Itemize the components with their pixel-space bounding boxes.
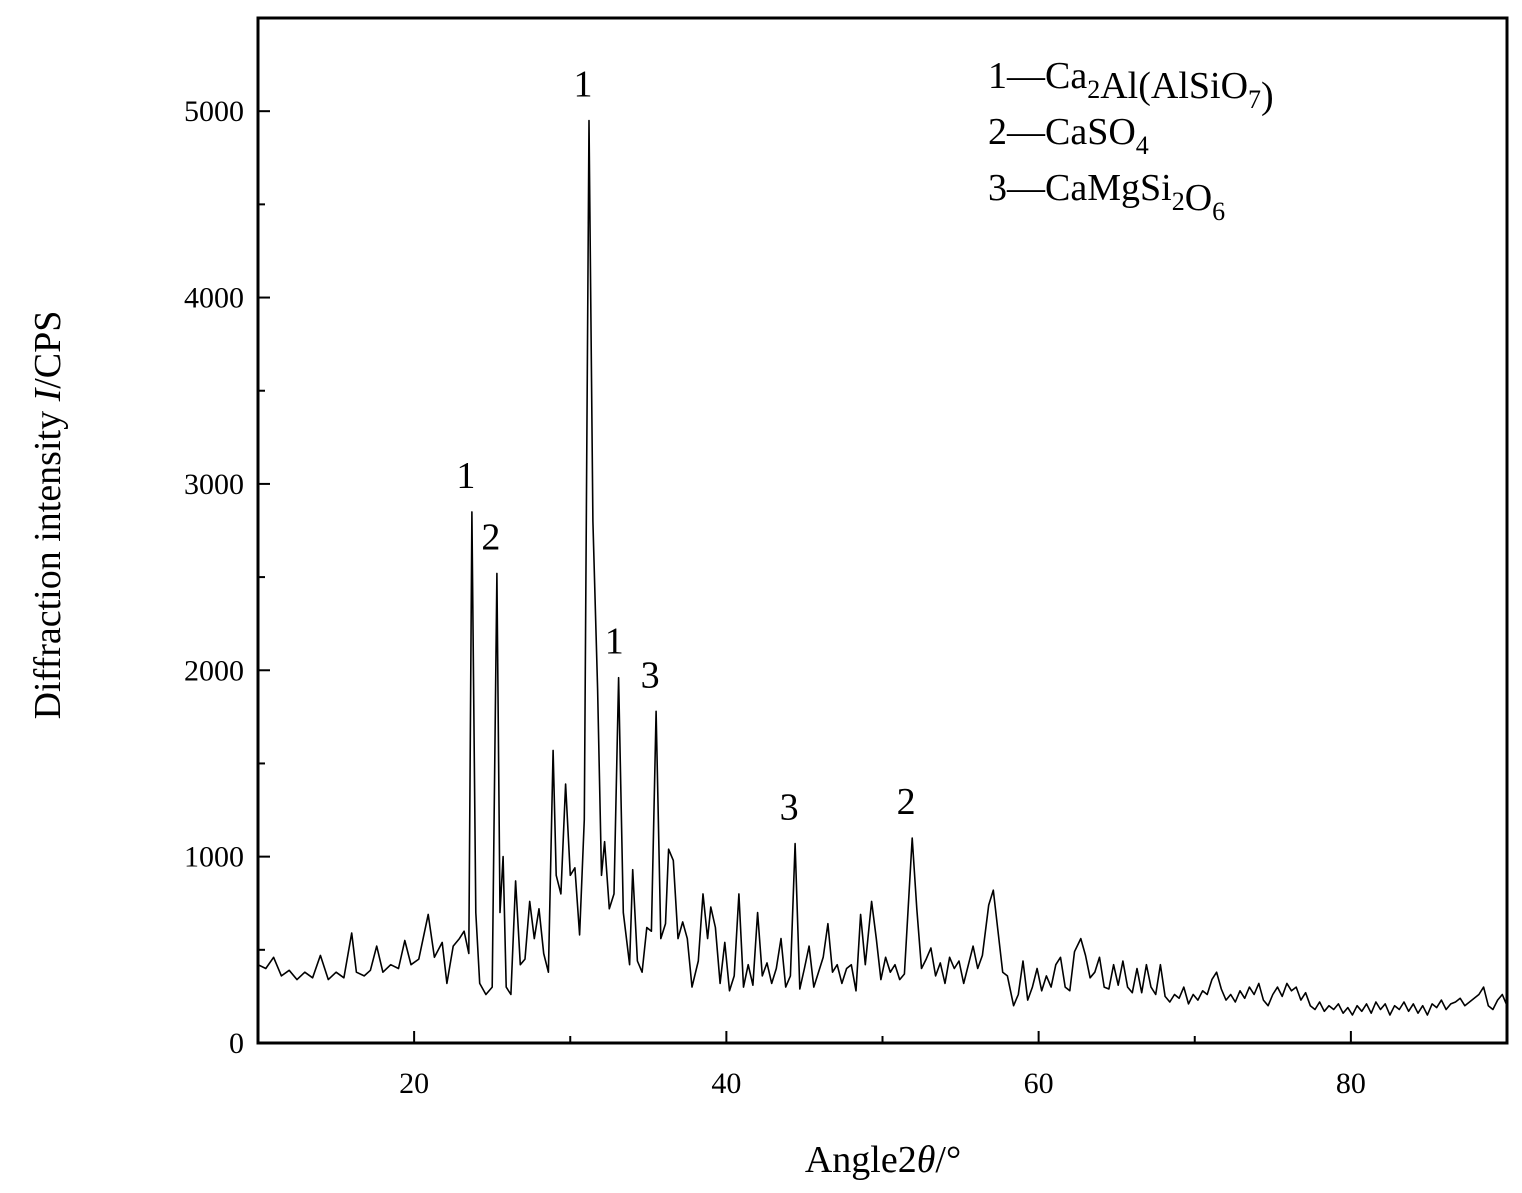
peak-label: 3 (641, 654, 660, 696)
plot-frame (256, 16, 1509, 1045)
legend-entry: 1—Ca2Al(AlSiO7) (988, 55, 1274, 117)
x-tick-label: 20 (399, 1067, 429, 1100)
peak-label: 3 (780, 787, 799, 829)
y-tick-label: 0 (229, 1027, 244, 1060)
x-tick-label: 80 (1336, 1067, 1366, 1100)
y-tick-label: 4000 (184, 282, 244, 315)
x-tick-label: 40 (711, 1067, 741, 1100)
peak-label: 2 (481, 516, 500, 558)
diffraction-series-line (257, 119, 1508, 1016)
peak-label: 2 (897, 781, 916, 823)
legend-entry: 3—CaMgSi2O6 (988, 167, 1225, 226)
legend: 1—Ca2Al(AlSiO7)2—CaSO4 3—CaMgSi2O6 (988, 55, 1274, 226)
x-tick-label: 60 (1024, 1067, 1054, 1100)
y-tick-label: 5000 (184, 95, 244, 128)
legend-entry: 2—CaSO4 (988, 111, 1149, 160)
y-tick-label: 2000 (184, 654, 244, 687)
y-axis-title: Diffraction intensity I/CPS (27, 311, 69, 720)
peak-label: 1 (456, 455, 475, 497)
x-axis-ticks: 20 40 60 80 (257, 1031, 1508, 1100)
peak-label: 1 (605, 621, 624, 663)
y-axis-ticks: 0 1000 2000 3000 4000 5000 (184, 95, 270, 1060)
peak-label: 1 (573, 64, 592, 106)
y-tick-label: 3000 (184, 468, 244, 501)
x-axis-title: Angle2θ/° (805, 1139, 961, 1181)
y-tick-label: 1000 (184, 841, 244, 874)
